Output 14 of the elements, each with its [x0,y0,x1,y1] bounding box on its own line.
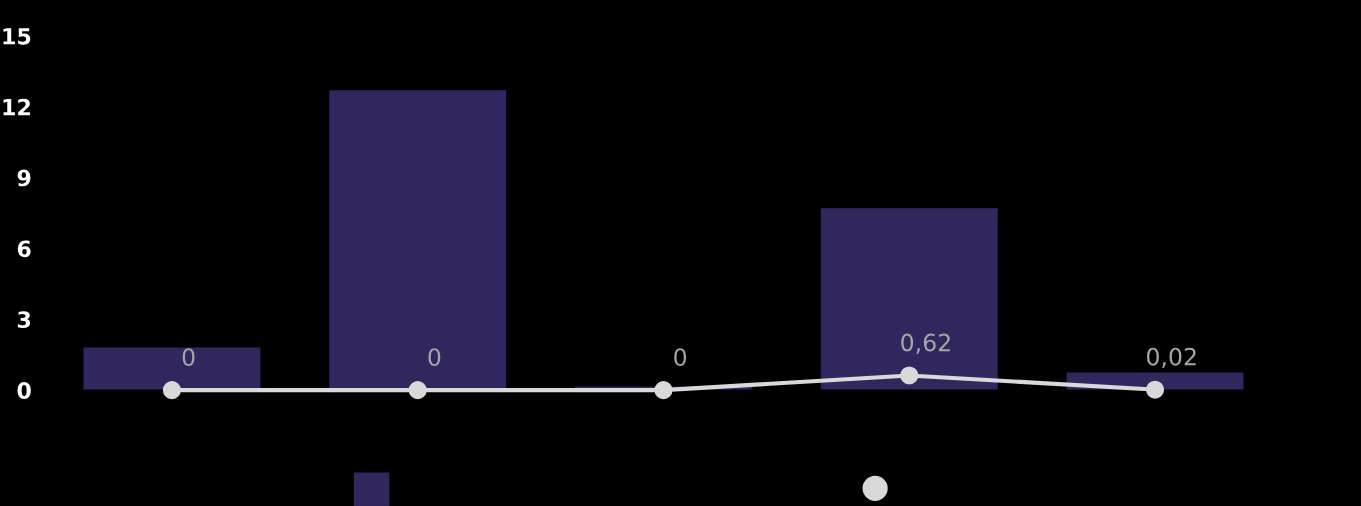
y-tick-label: 3 [17,311,31,329]
y-tick-label: 0 [17,382,31,399]
data-label: 0,02 [1146,347,1196,369]
y-tick-label: 6 [17,240,31,258]
data-label: 0 [674,348,687,367]
bar [83,347,261,391]
data-label: 0 [182,348,195,367]
y-tick-label: 9 [17,169,31,187]
y-tick-label: 12 [3,98,30,116]
y-tick-label: 15 [3,28,31,45]
bar [329,90,507,391]
data-label: 0,62 [901,333,950,354]
data-label: 0 [428,348,441,367]
bar [820,208,998,391]
